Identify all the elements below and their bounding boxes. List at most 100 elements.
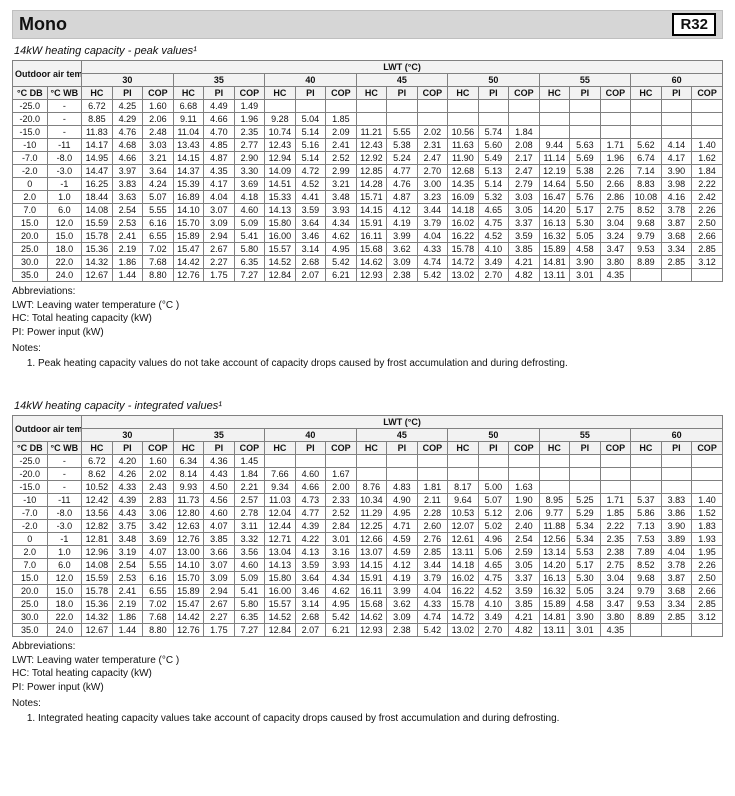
value-cell: 4.24 bbox=[143, 178, 174, 191]
value-cell: 11.83 bbox=[82, 126, 113, 139]
value-cell: 5.02 bbox=[478, 520, 509, 533]
value-cell: 5.32 bbox=[478, 191, 509, 204]
value-cell bbox=[478, 468, 509, 481]
value-cell: 15.33 bbox=[265, 191, 296, 204]
value-cell: 15.59 bbox=[82, 572, 113, 585]
value-cell: 3.87 bbox=[661, 572, 692, 585]
value-cell: 16.11 bbox=[356, 585, 387, 598]
value-cell: 4.76 bbox=[387, 178, 418, 191]
value-cell bbox=[417, 455, 448, 468]
value-cell: 2.28 bbox=[417, 507, 448, 520]
value-cell bbox=[661, 455, 692, 468]
value-cell: 5.63 bbox=[570, 139, 601, 152]
value-cell bbox=[692, 624, 723, 637]
value-cell bbox=[570, 481, 601, 494]
value-cell: 2.17 bbox=[509, 152, 540, 165]
table-row: 25.018.015.362.197.0215.472.675.8015.573… bbox=[13, 243, 723, 256]
value-cell: 4.60 bbox=[295, 468, 326, 481]
value-cell: 5.04 bbox=[295, 113, 326, 126]
value-cell: 6.55 bbox=[143, 230, 174, 243]
table-row: 25.018.015.362.197.0215.472.675.8015.573… bbox=[13, 598, 723, 611]
lwt-col: 35 bbox=[173, 429, 265, 442]
value-cell: 1.60 bbox=[143, 455, 174, 468]
table-row: 0-112.813.483.6912.763.853.3212.714.223.… bbox=[13, 533, 723, 546]
value-cell: 6.16 bbox=[143, 572, 174, 585]
value-cell: 14.72 bbox=[448, 611, 479, 624]
value-cell: 2.79 bbox=[509, 178, 540, 191]
value-cell: 2.38 bbox=[387, 269, 418, 282]
value-cell: 5.37 bbox=[631, 494, 662, 507]
value-cell bbox=[478, 455, 509, 468]
value-cell bbox=[692, 468, 723, 481]
metric-col: COP bbox=[509, 87, 540, 100]
value-cell: 12.84 bbox=[265, 624, 296, 637]
db-cell: 20.0 bbox=[13, 585, 48, 598]
value-cell: 3.04 bbox=[600, 572, 631, 585]
value-cell: 4.75 bbox=[478, 572, 509, 585]
value-cell: 8.83 bbox=[631, 178, 662, 191]
value-cell bbox=[600, 455, 631, 468]
value-cell: 16.13 bbox=[539, 217, 570, 230]
table-row: 20.015.015.782.416.5515.892.945.4116.003… bbox=[13, 230, 723, 243]
value-cell: 5.41 bbox=[234, 230, 265, 243]
value-cell: 4.33 bbox=[417, 598, 448, 611]
value-cell: 15.89 bbox=[539, 598, 570, 611]
value-cell bbox=[356, 468, 387, 481]
table-row: 15.012.015.592.536.1615.703.095.0915.803… bbox=[13, 572, 723, 585]
value-cell: 3.05 bbox=[509, 204, 540, 217]
value-cell: 4.07 bbox=[204, 520, 235, 533]
db-cell: -20.0 bbox=[13, 113, 48, 126]
value-cell: 11.29 bbox=[356, 507, 387, 520]
value-cell bbox=[356, 455, 387, 468]
value-cell: 4.76 bbox=[112, 126, 143, 139]
value-cell: 2.57 bbox=[234, 494, 265, 507]
value-cell: 5.60 bbox=[478, 139, 509, 152]
value-cell: 4.34 bbox=[326, 572, 357, 585]
value-cell: 3.01 bbox=[570, 269, 601, 282]
value-cell: 3.24 bbox=[600, 585, 631, 598]
value-cell: 3.99 bbox=[387, 230, 418, 243]
db-cell: -25.0 bbox=[13, 455, 48, 468]
value-cell: 3.48 bbox=[112, 533, 143, 546]
value-cell: 12.67 bbox=[82, 269, 113, 282]
value-cell: 3.48 bbox=[326, 191, 357, 204]
value-cell: 4.20 bbox=[112, 455, 143, 468]
value-cell: 6.74 bbox=[631, 152, 662, 165]
value-cell: 3.47 bbox=[600, 598, 631, 611]
value-cell: 12.96 bbox=[82, 546, 113, 559]
value-cell: 11.63 bbox=[448, 139, 479, 152]
value-cell: 15.39 bbox=[173, 178, 204, 191]
value-cell bbox=[387, 468, 418, 481]
value-cell bbox=[692, 455, 723, 468]
table-row: -10-1112.424.392.8311.734.562.5711.034.7… bbox=[13, 494, 723, 507]
value-cell: 5.29 bbox=[570, 507, 601, 520]
value-cell bbox=[509, 455, 540, 468]
value-cell bbox=[600, 126, 631, 139]
table-row: -15.0-11.834.762.4811.044.702.3510.745.1… bbox=[13, 126, 723, 139]
note-item: Integrated heating capacity values take … bbox=[38, 713, 723, 726]
value-cell: 9.34 bbox=[265, 481, 296, 494]
value-cell bbox=[356, 100, 387, 113]
value-cell: 11.21 bbox=[356, 126, 387, 139]
value-cell: 16.02 bbox=[448, 572, 479, 585]
wb-cell: 22.0 bbox=[47, 611, 82, 624]
value-cell: 2.43 bbox=[143, 481, 174, 494]
value-cell: 3.37 bbox=[509, 572, 540, 585]
value-cell: 3.06 bbox=[143, 507, 174, 520]
value-cell: 13.02 bbox=[448, 269, 479, 282]
metric-col: PI bbox=[112, 442, 143, 455]
value-cell: 1.62 bbox=[692, 152, 723, 165]
value-cell: 5.34 bbox=[570, 520, 601, 533]
value-cell: 3.69 bbox=[234, 178, 265, 191]
value-cell bbox=[417, 100, 448, 113]
value-cell: 15.70 bbox=[173, 572, 204, 585]
value-cell: 11.88 bbox=[539, 520, 570, 533]
value-cell: 4.10 bbox=[478, 598, 509, 611]
value-cell: 14.35 bbox=[448, 178, 479, 191]
value-cell: 5.13 bbox=[478, 165, 509, 178]
metric-col: PI bbox=[478, 442, 509, 455]
lwt-header: LWT (°C) bbox=[82, 61, 723, 74]
value-cell: 4.36 bbox=[204, 455, 235, 468]
value-cell: 13.43 bbox=[173, 139, 204, 152]
value-cell bbox=[661, 126, 692, 139]
